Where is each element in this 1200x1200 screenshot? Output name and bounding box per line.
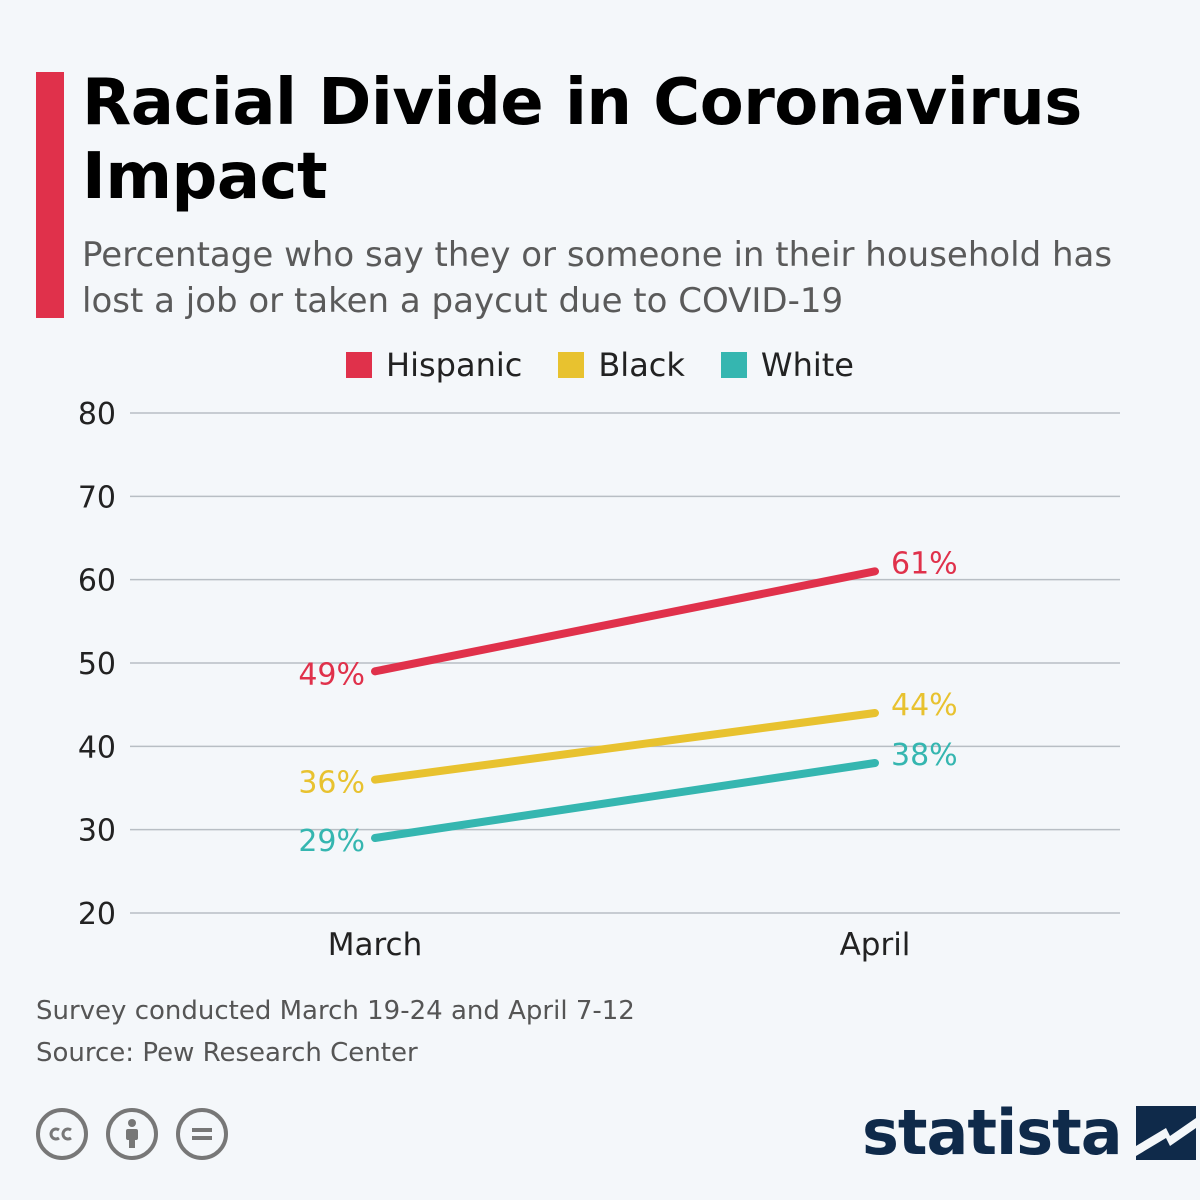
statista-mark-icon [1135, 1105, 1196, 1160]
brand-name: statista [862, 1096, 1123, 1169]
legend-item-black: Black [558, 346, 685, 384]
license-icons [36, 1108, 228, 1160]
x-tick-label-march: March [328, 927, 423, 963]
legend: Hispanic Black White [0, 346, 1200, 384]
legend-label-black: Black [598, 346, 685, 384]
legend-swatch-black [558, 352, 585, 378]
legend-swatch-hispanic [346, 352, 373, 378]
legend-item-white: White [720, 346, 854, 384]
chart-title: Racial Divide in Coronavirus Impact [82, 66, 1082, 214]
series-line-hispanic [371, 567, 879, 676]
series-line-white [371, 759, 879, 842]
legend-label-hispanic: Hispanic [386, 346, 523, 384]
accent-bar [36, 72, 64, 318]
statista-logo[interactable]: statista [862, 1096, 1196, 1169]
footer: Survey conducted March 19-24 and April 7… [36, 990, 635, 1074]
data-label-black-march: 36% [298, 766, 365, 801]
y-tick-label-20: 20 [78, 897, 116, 932]
data-label-white-march: 29% [298, 824, 365, 859]
y-tick-label-80: 80 [78, 397, 116, 432]
legend-swatch-white [720, 352, 747, 378]
y-tick-label-30: 30 [78, 814, 116, 849]
attribution-icon[interactable] [106, 1108, 158, 1160]
legend-item-hispanic: Hispanic [346, 346, 522, 384]
chart-subtitle: Percentage who say they or someone in th… [82, 235, 1113, 321]
data-label-white-april: 38% [891, 738, 958, 773]
y-tick-label-50: 50 [78, 647, 116, 682]
source-note: Source: Pew Research Center [36, 1038, 418, 1068]
survey-note: Survey conducted March 19-24 and April 7… [36, 996, 635, 1026]
series-line-black [371, 709, 879, 784]
data-label-hispanic-april: 61% [891, 546, 958, 581]
no-derivatives-icon[interactable] [176, 1108, 228, 1160]
data-label-black-april: 44% [891, 688, 958, 723]
legend-label-white: White [760, 346, 854, 384]
x-tick-label-april: April [840, 927, 911, 963]
y-tick-label-70: 70 [78, 480, 116, 515]
y-tick-label-40: 40 [78, 730, 116, 765]
cc-icon[interactable] [36, 1108, 88, 1160]
y-tick-label-60: 60 [78, 564, 116, 599]
data-label-hispanic-march: 49% [298, 657, 365, 692]
